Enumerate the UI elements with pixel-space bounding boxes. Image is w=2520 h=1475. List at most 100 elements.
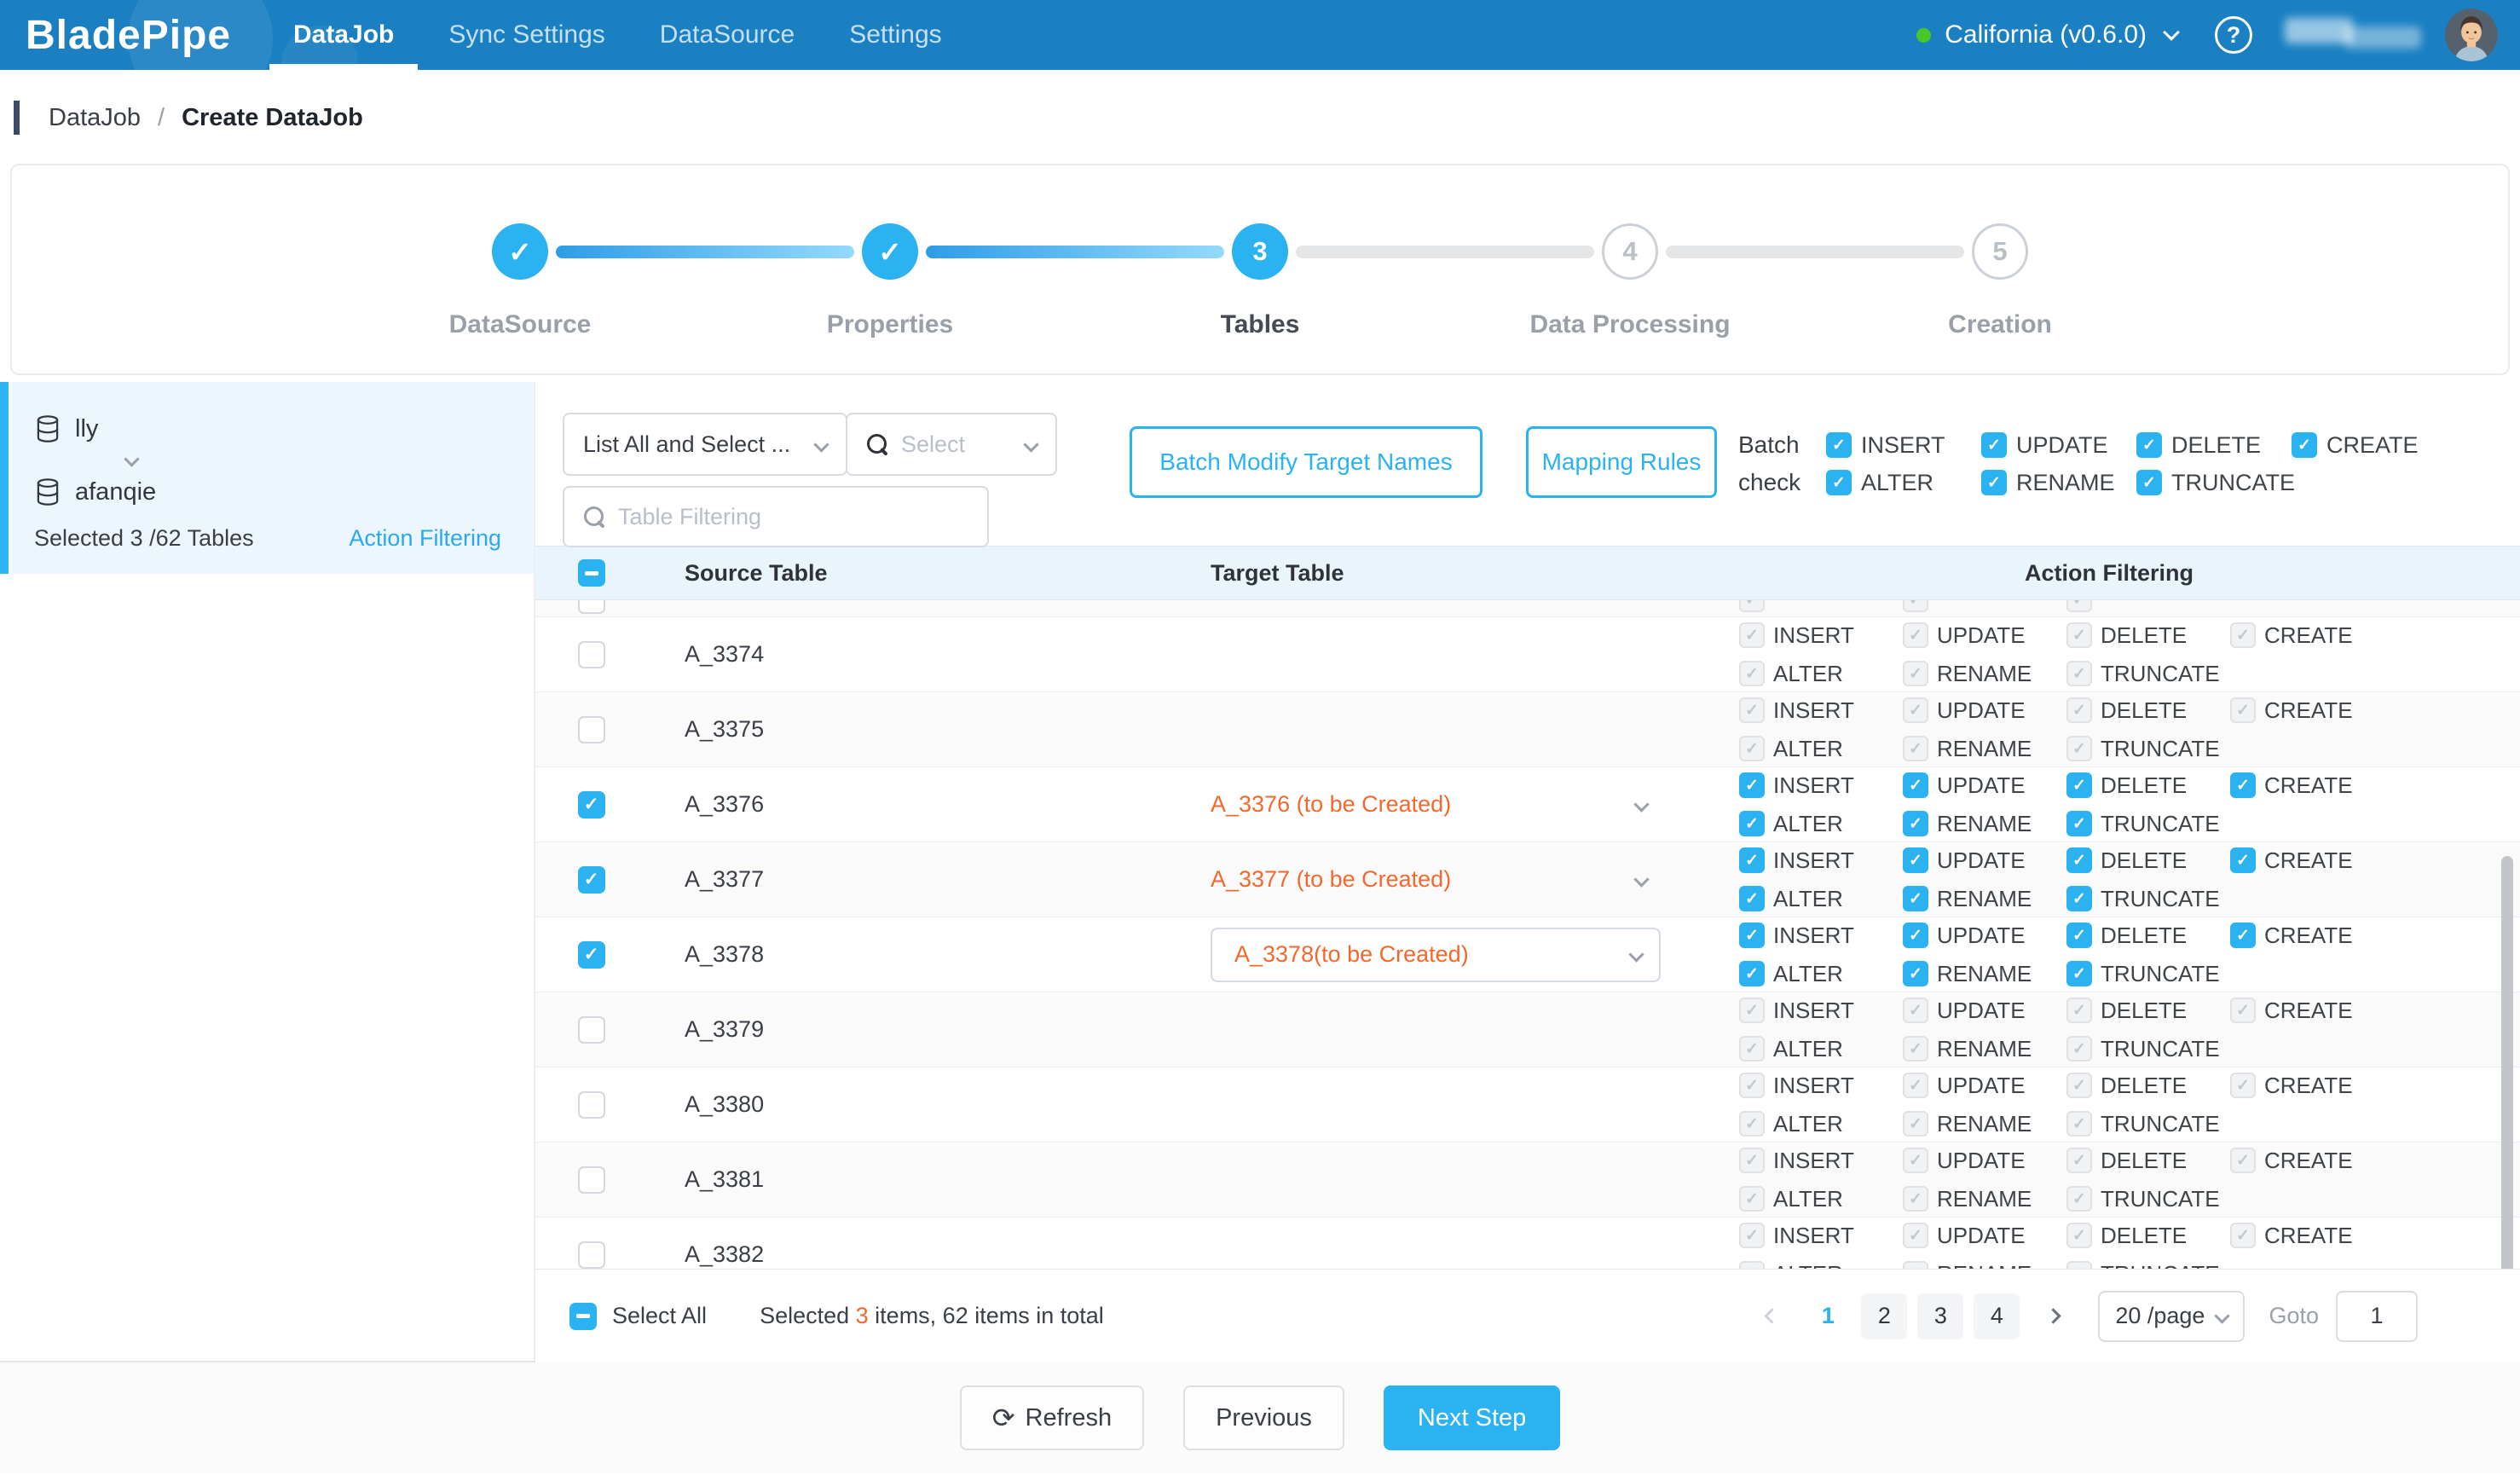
action-filter-create[interactable]: CREATE — [2230, 772, 2394, 799]
action-checkbox[interactable] — [2066, 847, 2092, 873]
target-table-select[interactable]: A_3376 (to be Created) — [1211, 791, 1698, 818]
action-filter-delete[interactable]: DELETE — [2066, 847, 2230, 874]
action-checkbox[interactable] — [2066, 811, 2092, 836]
select-all-label[interactable]: Select All — [612, 1303, 707, 1329]
batch-check-rename[interactable]: RENAME — [1981, 470, 2136, 496]
breadcrumb-parent[interactable]: DataJob — [49, 104, 141, 132]
action-checkbox[interactable] — [2066, 961, 2092, 986]
avatar[interactable] — [2445, 9, 2498, 61]
target-schema-row[interactable]: afanqie — [34, 477, 512, 506]
action-checkbox[interactable] — [1739, 886, 1765, 911]
target-table-select[interactable]: A_3377 (to be Created) — [1211, 866, 1698, 893]
batch-modify-target-names-button[interactable]: Batch Modify Target Names — [1130, 426, 1483, 498]
mapping-rules-button[interactable]: Mapping Rules — [1526, 426, 1717, 498]
action-checkbox[interactable] — [1903, 961, 1928, 986]
batch-check-create[interactable]: CREATE — [2292, 432, 2447, 459]
action-filter-insert[interactable]: INSERT — [1739, 847, 1903, 874]
nav-tab-datajob[interactable]: DataJob — [281, 0, 406, 70]
source-schema-row[interactable]: lly — [34, 414, 512, 443]
page-button-3[interactable]: 3 — [1917, 1293, 1963, 1339]
action-checkbox[interactable] — [1739, 772, 1765, 798]
action-filter-insert[interactable]: INSERT — [1739, 772, 1903, 799]
action-checkbox[interactable] — [1739, 923, 1765, 948]
select-all-checkbox-indeterminate[interactable] — [578, 559, 605, 587]
checkbox-checked-icon[interactable] — [2136, 470, 2162, 495]
next-page-button[interactable] — [2030, 1293, 2076, 1339]
action-checkbox[interactable] — [1903, 847, 1928, 873]
action-checkbox[interactable] — [1903, 886, 1928, 911]
row-select-checkbox[interactable] — [578, 1166, 605, 1194]
action-checkbox[interactable] — [2066, 923, 2092, 948]
next-step-button[interactable]: Next Step — [1384, 1385, 1560, 1450]
page-button-1[interactable]: 1 — [1805, 1293, 1851, 1339]
nav-tab-sync-settings[interactable]: Sync Settings — [436, 0, 616, 70]
action-filter-alter[interactable]: ALTER — [1739, 811, 1903, 837]
action-checkbox[interactable] — [1903, 923, 1928, 948]
checkbox-checked-icon[interactable] — [2292, 432, 2317, 458]
action-filter-update[interactable]: UPDATE — [1903, 923, 2066, 949]
batch-check-update[interactable]: UPDATE — [1981, 432, 2136, 459]
action-checkbox[interactable] — [1739, 961, 1765, 986]
action-checkbox[interactable] — [2066, 772, 2092, 798]
action-filter-rename[interactable]: RENAME — [1903, 811, 2066, 837]
action-filter-alter[interactable]: ALTER — [1739, 961, 1903, 987]
select-all-checkbox-indeterminate[interactable] — [569, 1303, 597, 1330]
row-select-checkbox[interactable] — [578, 1241, 605, 1269]
action-filtering-link[interactable]: Action Filtering — [349, 525, 501, 552]
checkbox-checked-icon[interactable] — [1981, 470, 2007, 495]
action-filter-insert[interactable]: INSERT — [1739, 923, 1903, 949]
action-filter-create[interactable]: CREATE — [2230, 847, 2394, 874]
list-mode-select[interactable]: List All and Select ... — [563, 413, 847, 476]
row-select-checkbox[interactable] — [578, 791, 605, 818]
table-filter-input[interactable]: Table Filtering — [563, 486, 989, 547]
action-checkbox[interactable] — [2066, 886, 2092, 911]
action-filter-create[interactable]: CREATE — [2230, 923, 2394, 949]
prev-page-button[interactable] — [1748, 1293, 1795, 1339]
page-size-select[interactable]: 20 /page — [2098, 1291, 2245, 1342]
batch-check-alter[interactable]: ALTER — [1826, 470, 1981, 496]
action-checkbox[interactable] — [1903, 772, 1928, 798]
action-checkbox[interactable] — [1903, 811, 1928, 836]
env-label[interactable]: California (v0.6.0) — [1945, 20, 2147, 49]
action-filter-truncate[interactable]: TRUNCATE — [2066, 961, 2230, 987]
batch-check-truncate[interactable]: TRUNCATE — [2136, 470, 2292, 496]
goto-page-input[interactable] — [2336, 1291, 2418, 1342]
action-checkbox[interactable] — [2230, 923, 2256, 948]
help-icon[interactable]: ? — [2215, 16, 2252, 54]
action-filter-rename[interactable]: RENAME — [1903, 961, 2066, 987]
nav-tab-datasource[interactable]: DataSource — [648, 0, 806, 70]
checkbox-checked-icon[interactable] — [1826, 432, 1852, 458]
row-select-checkbox[interactable] — [578, 600, 605, 614]
vertical-scrollbar[interactable] — [2501, 856, 2513, 1269]
action-filter-rename[interactable]: RENAME — [1903, 886, 2066, 912]
action-checkbox[interactable] — [2230, 772, 2256, 798]
checkbox-checked-icon[interactable] — [1826, 470, 1852, 495]
table-select[interactable]: Select — [846, 413, 1057, 476]
action-filter-update[interactable]: UPDATE — [1903, 847, 2066, 874]
chevron-down-icon[interactable] — [2163, 24, 2180, 41]
row-select-checkbox[interactable] — [578, 1016, 605, 1044]
action-filter-truncate[interactable]: TRUNCATE — [2066, 886, 2230, 912]
action-filter-alter[interactable]: ALTER — [1739, 886, 1903, 912]
row-select-checkbox[interactable] — [578, 716, 605, 743]
batch-check-delete[interactable]: DELETE — [2136, 432, 2292, 459]
row-select-checkbox[interactable] — [578, 641, 605, 668]
nav-tab-settings[interactable]: Settings — [837, 0, 953, 70]
row-select-checkbox[interactable] — [578, 941, 605, 969]
page-button-2[interactable]: 2 — [1861, 1293, 1907, 1339]
batch-check-insert[interactable]: INSERT — [1826, 432, 1981, 459]
refresh-button[interactable]: ⟳ Refresh — [960, 1385, 1144, 1450]
action-checkbox[interactable] — [1739, 811, 1765, 836]
action-filter-delete[interactable]: DELETE — [2066, 923, 2230, 949]
checkbox-checked-icon[interactable] — [2136, 432, 2162, 458]
action-filter-delete[interactable]: DELETE — [2066, 772, 2230, 799]
row-select-checkbox[interactable] — [578, 866, 605, 894]
row-select-checkbox[interactable] — [578, 1091, 605, 1119]
action-filter-truncate[interactable]: TRUNCATE — [2066, 811, 2230, 837]
schema-card-selected[interactable]: lly afanqie Selected 3 /62 Tables Action… — [0, 382, 534, 574]
target-table-select[interactable]: A_3378(to be Created) — [1211, 928, 1661, 982]
action-checkbox[interactable] — [2230, 847, 2256, 873]
page-button-4[interactable]: 4 — [1974, 1293, 2020, 1339]
action-filter-update[interactable]: UPDATE — [1903, 772, 2066, 799]
action-checkbox[interactable] — [1739, 847, 1765, 873]
